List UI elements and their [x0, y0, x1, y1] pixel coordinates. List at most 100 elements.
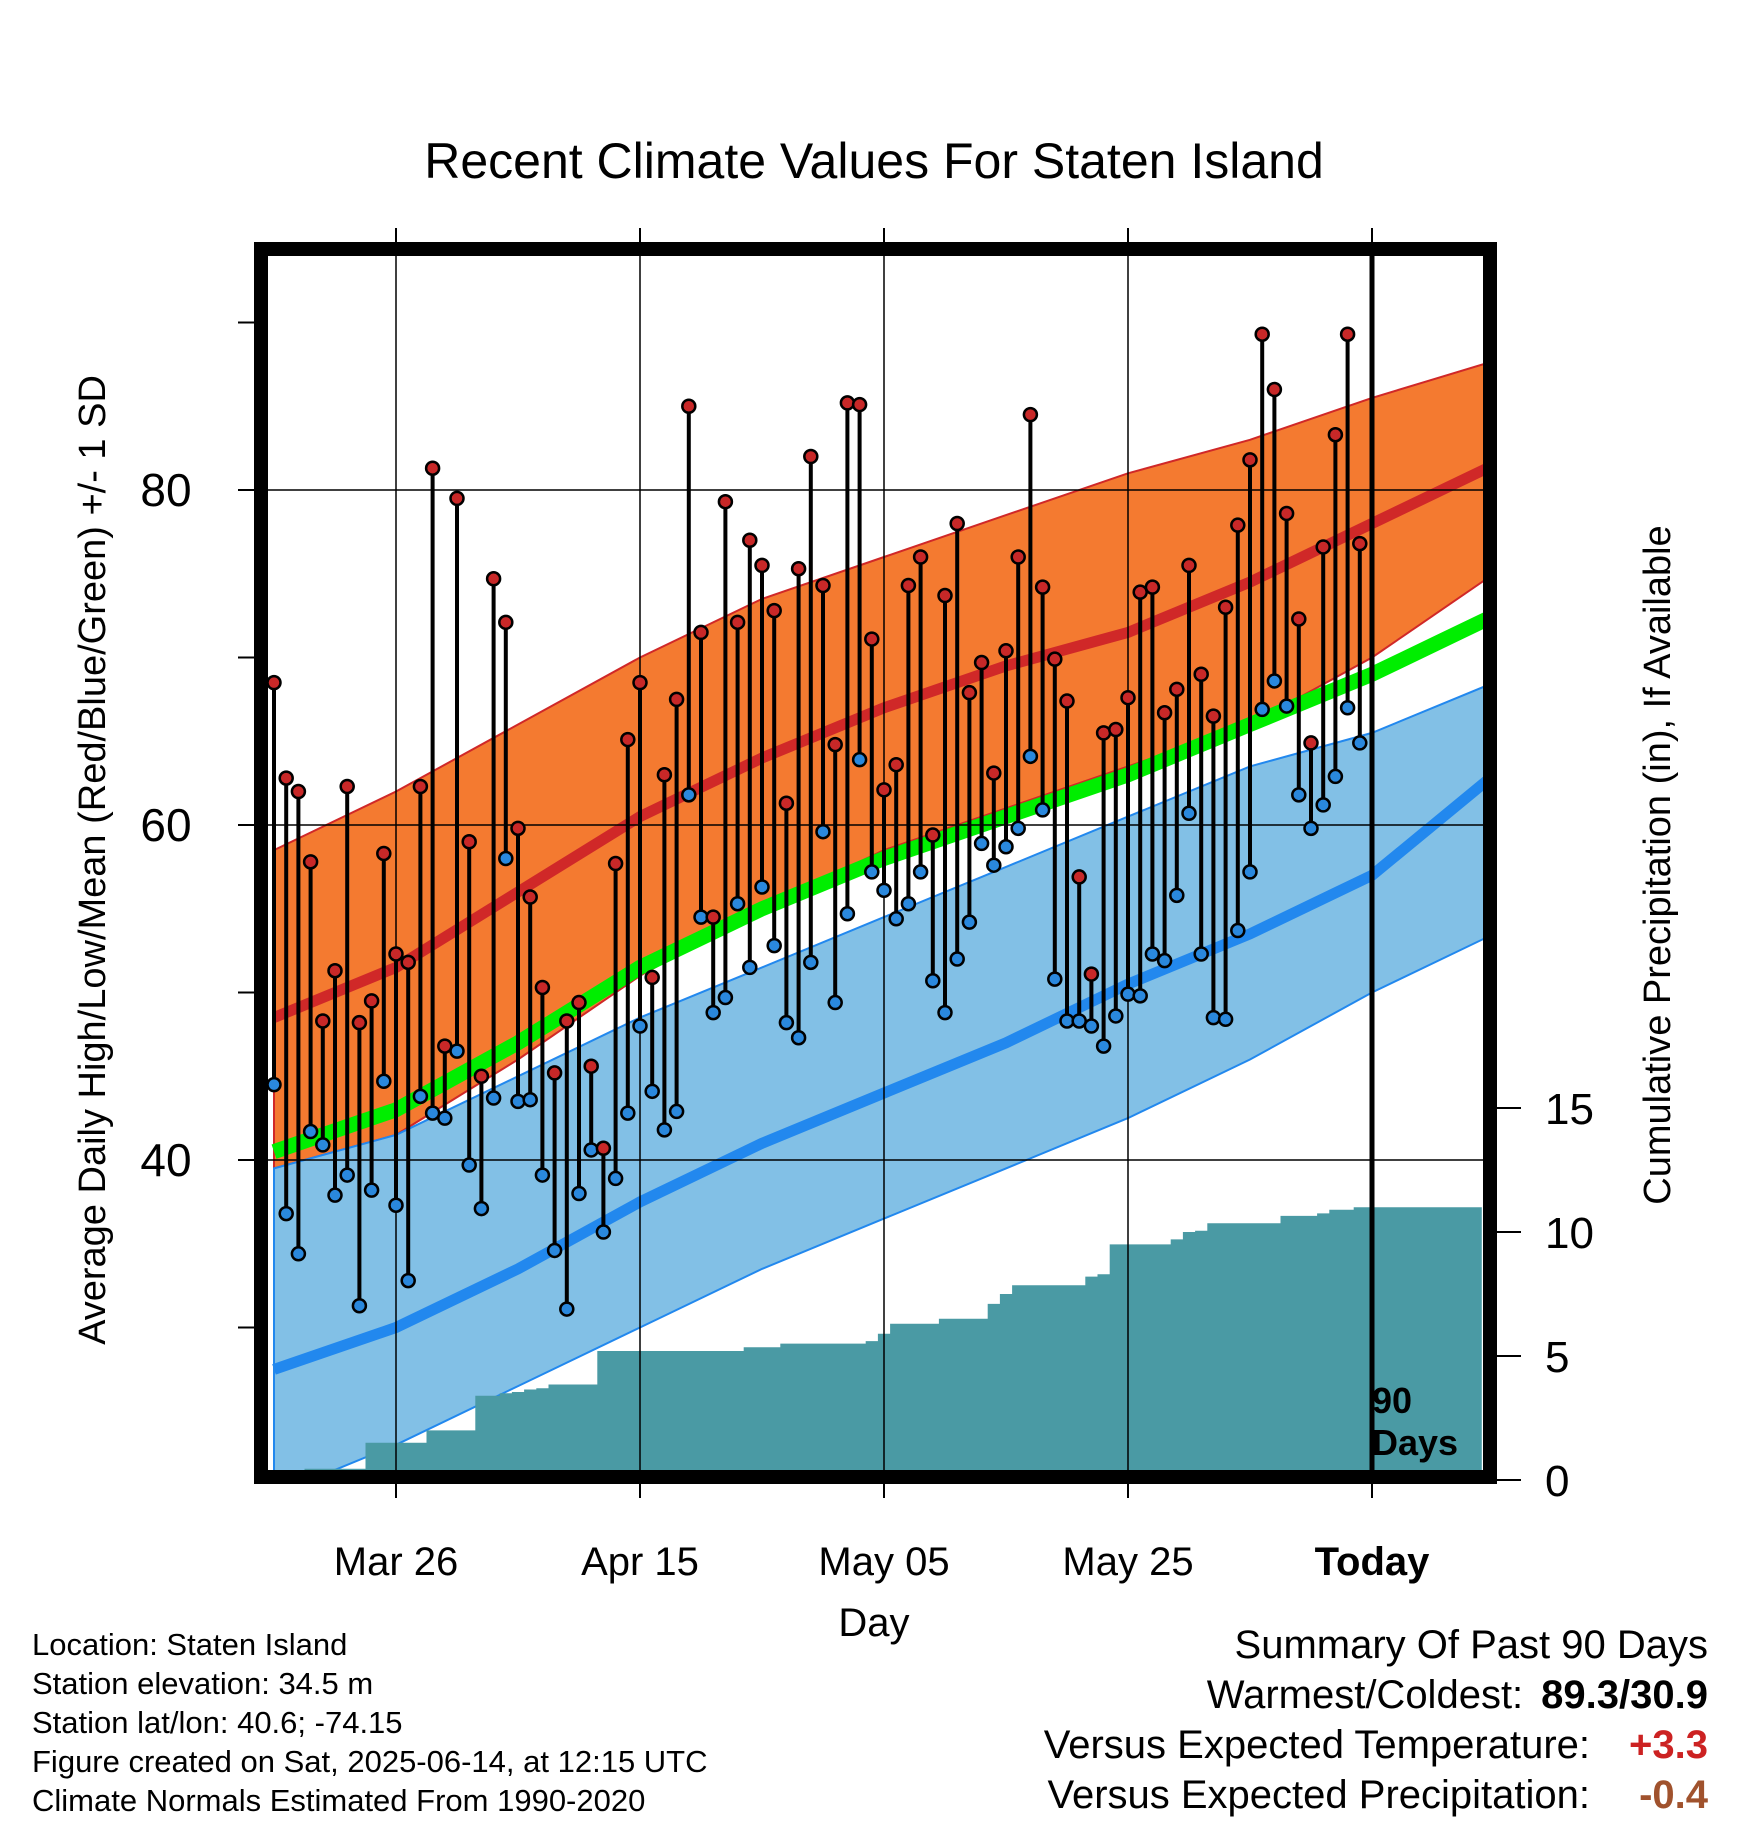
daily-low-point [754, 879, 770, 895]
daily-low-point [620, 1105, 636, 1121]
chart-title: Recent Climate Values For Staten Island [424, 133, 1324, 189]
daily-low-point [668, 1103, 685, 1120]
daily-high-point [363, 993, 380, 1009]
daily-high-point [1108, 721, 1124, 738]
daily-high-point [1242, 452, 1258, 468]
daily-low-point [437, 1110, 453, 1126]
daily-high-point [925, 827, 941, 843]
daily-low-point [583, 1142, 599, 1158]
daily-high-point [1010, 549, 1026, 565]
daily-high-point [973, 654, 990, 671]
daily-high-point [546, 1065, 563, 1081]
daily-high-point [412, 778, 429, 795]
daily-low-point [1169, 887, 1185, 904]
daily-low-point [1303, 820, 1319, 837]
daily-low-point [1120, 986, 1136, 1002]
temp-label: Versus Expected Temperature: [1043, 1723, 1590, 1767]
daily-low-point [412, 1088, 429, 1105]
daily-low-point [522, 1091, 538, 1108]
y-tick-label-right: 0 [1545, 1457, 1569, 1506]
daily-low-point [498, 850, 514, 867]
daily-high-point [876, 782, 892, 798]
summary-panel: Summary Of Past 90 Days Warmest/Coldest:… [1044, 1620, 1708, 1820]
daily-high-point [803, 448, 819, 465]
daily-low-point [888, 911, 904, 927]
precip-value: -0.4 [1639, 1773, 1708, 1817]
summary-temp: Versus Expected Temperature: +3.3 [1044, 1720, 1708, 1770]
daily-low-point [864, 864, 880, 880]
daily-high-point [498, 614, 514, 631]
daily-high-point [522, 889, 538, 905]
daily-high-point [778, 795, 795, 811]
daily-low-point [485, 1090, 502, 1106]
daily-low-point [595, 1224, 612, 1240]
daily-low-point [1047, 971, 1063, 987]
x-tick-label: Apr 15 [581, 1540, 699, 1584]
daily-low-point [1217, 1011, 1234, 1028]
daily-low-point [1205, 1009, 1222, 1026]
x-axis-label: Day [838, 1601, 909, 1645]
daily-high-point [717, 493, 734, 510]
daily-low-point [290, 1246, 307, 1262]
temp-value: +3.3 [1629, 1723, 1708, 1767]
location-text: Location: Staten Island [32, 1627, 348, 1662]
daily-low-point [449, 1043, 465, 1059]
daily-high-point [1266, 381, 1283, 398]
daily-high-point [583, 1058, 599, 1074]
daily-low-point [766, 937, 782, 954]
daily-low-point [268, 1076, 282, 1093]
daily-low-point [461, 1157, 477, 1173]
daily-high-point [424, 460, 441, 476]
daily-low-point [534, 1167, 551, 1183]
daily-low-point [546, 1242, 563, 1259]
normal-high-band [273, 363, 1483, 1170]
daily-low-point [949, 951, 965, 967]
daily-high-point [790, 560, 807, 577]
daily-high-point [1327, 426, 1344, 443]
daily-high-point [1339, 326, 1356, 342]
daily-low-point [388, 1197, 404, 1213]
latlon-text: Station lat/lon: 40.6; -74.15 [32, 1705, 403, 1740]
daily-high-point [1217, 599, 1234, 615]
daily-low-point [607, 1170, 624, 1187]
daily-high-point [1303, 735, 1319, 751]
daily-high-point [1059, 693, 1075, 709]
daily-high-point [1278, 505, 1295, 522]
daily-low-point [973, 835, 990, 852]
daily-low-point [803, 954, 819, 971]
summary-heading: Summary Of Past 90 Days [1234, 1623, 1708, 1667]
daily-low-point [961, 914, 978, 930]
normal-low-band [273, 686, 1483, 1470]
y-tick-label-right: 15 [1545, 1085, 1594, 1134]
daily-low-point [1254, 701, 1270, 718]
daily-high-point [571, 994, 587, 1011]
daily-low-point [705, 1004, 721, 1021]
daily-low-point [1339, 700, 1356, 716]
daily-high-point [302, 854, 319, 870]
daily-high-point [607, 855, 624, 872]
daily-low-point [1266, 673, 1283, 689]
daily-high-point [986, 765, 1002, 781]
daily-high-point [900, 577, 917, 594]
x-tick-label: Today [1315, 1540, 1431, 1584]
warm-cold-value: 89.3/30.9 [1541, 1673, 1708, 1717]
created-text: Figure created on Sat, 2025-06-14, at 12… [32, 1744, 708, 1779]
daily-high-point [839, 395, 856, 411]
daily-low-point [1352, 735, 1368, 751]
y-tick-label-left: 40 [140, 1134, 191, 1186]
daily-high-point [559, 1013, 575, 1029]
daily-high-point [1047, 651, 1063, 667]
summary-warm-cold: Warmest/Coldest: 89.3/30.9 [1044, 1670, 1708, 1720]
daily-high-point [1120, 689, 1136, 706]
daily-low-point [1181, 805, 1197, 822]
daily-high-point [461, 834, 477, 850]
daily-high-point [376, 845, 392, 862]
daily-low-point [1034, 802, 1051, 818]
daily-low-point [1230, 922, 1246, 939]
daily-low-point [571, 1185, 587, 1202]
daily-low-point [1083, 1018, 1100, 1034]
daily-low-point [1144, 946, 1161, 962]
today-marker-label-days: Days [1372, 1422, 1458, 1463]
daily-low-point [473, 1200, 490, 1217]
daily-low-point [790, 1029, 807, 1046]
